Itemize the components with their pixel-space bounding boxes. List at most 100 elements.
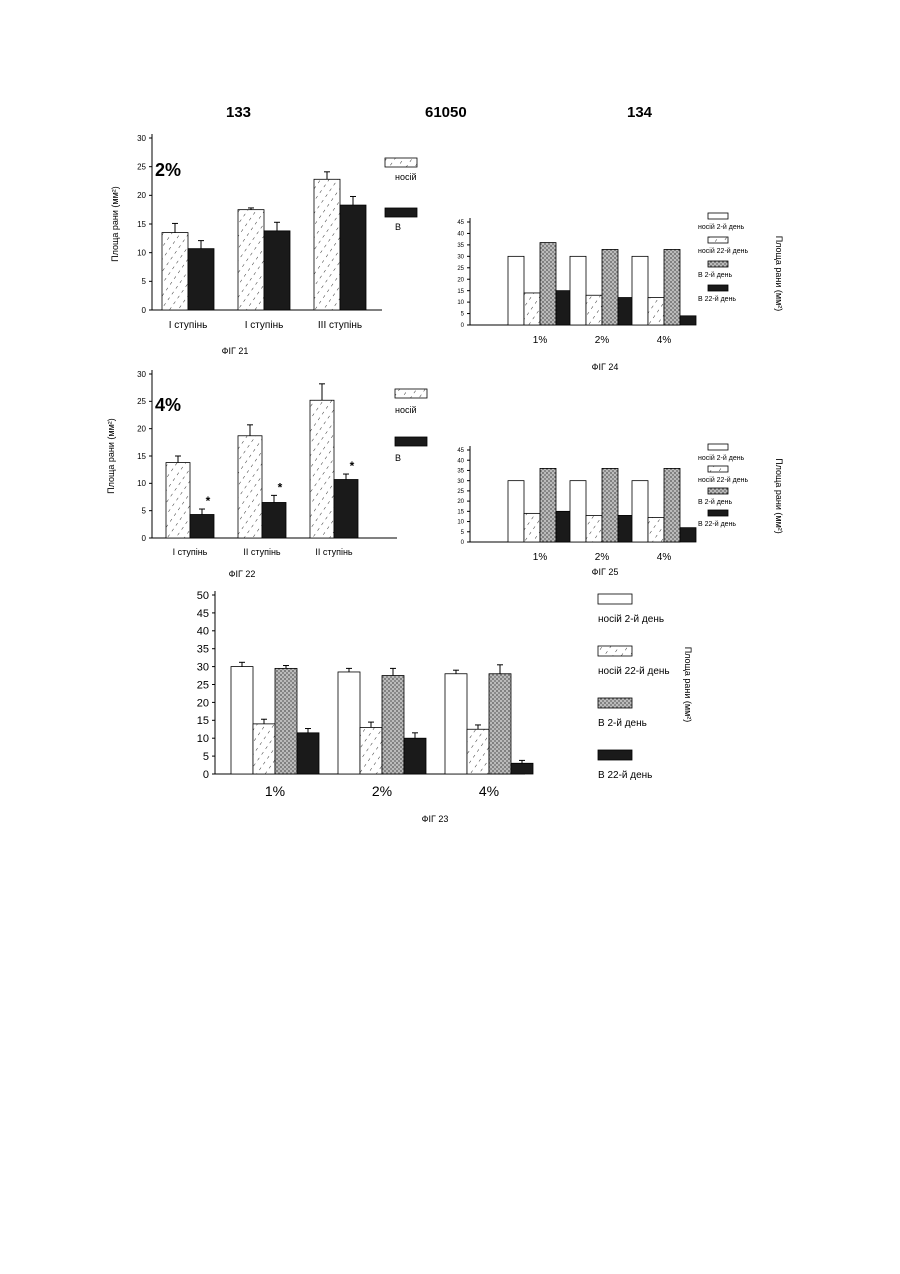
legend-label: носій	[395, 405, 417, 415]
y-tick-label: 20	[137, 424, 146, 433]
y-tick-label: 10	[137, 248, 146, 257]
bar	[253, 724, 275, 774]
bar	[404, 738, 426, 774]
legend-swatch	[708, 488, 728, 494]
legend-label: В	[395, 222, 401, 232]
chart-title: 2%	[155, 160, 181, 180]
y-tick-label: 30	[137, 370, 146, 379]
category-label: 2%	[595, 335, 610, 346]
legend-label: В 2-й день	[598, 718, 647, 729]
bar	[238, 436, 262, 538]
bar	[618, 515, 634, 542]
y-tick-label: 5	[142, 277, 147, 286]
y-tick-label: 15	[457, 289, 464, 295]
bar	[275, 668, 297, 774]
y-tick-label: 5	[461, 312, 465, 318]
legend-label: В	[395, 453, 401, 463]
bar	[508, 481, 524, 542]
bar	[648, 517, 664, 542]
chart-fig23: 051015202530354045501%2%4%Площа рани (мм…	[180, 590, 710, 830]
y-tick-label: 45	[457, 220, 464, 226]
legend-swatch	[395, 389, 427, 398]
y-tick-label: 35	[457, 243, 464, 249]
bar	[238, 210, 264, 310]
bar	[586, 515, 602, 542]
y-tick-label: 25	[137, 397, 146, 406]
y-tick-label: 50	[197, 590, 209, 602]
figure-caption: ФІГ 24	[592, 362, 619, 372]
bar	[680, 316, 696, 325]
legend-swatch	[708, 466, 728, 472]
bar	[338, 672, 360, 774]
bar	[570, 481, 586, 542]
y-tick-label: 25	[457, 266, 464, 272]
legend-label: В 2-й день	[698, 498, 733, 506]
legend-label: носій 22-й день	[698, 247, 748, 255]
significance-marker: *	[206, 494, 211, 508]
bar	[524, 293, 540, 325]
bar	[618, 298, 634, 325]
y-axis-label: Площа рани (мм²)	[774, 236, 784, 312]
y-tick-label: 30	[457, 254, 464, 260]
legend-label: В 2-й день	[698, 271, 733, 279]
y-tick-label: 15	[197, 715, 209, 727]
bar	[188, 249, 214, 310]
bar	[310, 400, 334, 538]
y-tick-label: 0	[461, 540, 465, 546]
y-tick-label: 45	[197, 608, 209, 620]
bar	[680, 528, 696, 542]
bar	[262, 502, 286, 538]
legend-swatch	[708, 510, 728, 516]
chart-fig25: 0510152025303540451%2%4%Площа рани (мм²)…	[450, 440, 795, 580]
legend-swatch	[708, 261, 728, 267]
bar	[231, 667, 253, 774]
legend-swatch	[598, 594, 632, 604]
category-label: 1%	[533, 335, 548, 346]
bar	[508, 256, 524, 325]
bar	[264, 231, 290, 310]
figure-caption: ФІГ 21	[222, 346, 249, 356]
y-tick-label: 40	[457, 458, 464, 464]
category-label: 4%	[657, 552, 672, 563]
y-axis-label: Площа рани (мм²)	[106, 418, 116, 494]
bar	[632, 256, 648, 325]
bar	[360, 727, 382, 774]
bar	[190, 514, 214, 538]
legend-swatch	[598, 698, 632, 708]
legend-swatch	[708, 237, 728, 243]
y-tick-label: 0	[142, 534, 147, 543]
bar	[340, 205, 366, 310]
legend-swatch	[708, 444, 728, 450]
legend-swatch	[708, 213, 728, 219]
y-tick-label: 10	[137, 479, 146, 488]
legend-label: В 22-й день	[698, 295, 736, 303]
y-tick-label: 5	[203, 751, 209, 763]
bar	[570, 256, 586, 325]
y-axis-label: Площа рани (мм²)	[683, 647, 693, 723]
bar	[556, 511, 572, 542]
category-label: 2%	[595, 552, 610, 563]
category-label: 4%	[479, 783, 499, 799]
bar	[648, 298, 664, 325]
category-label: 1%	[533, 552, 548, 563]
bar	[664, 249, 680, 325]
legend-swatch	[598, 750, 632, 760]
legend-swatch	[395, 437, 427, 446]
page-number-left: 133	[226, 104, 251, 121]
bar	[162, 233, 188, 310]
legend-label: В 22-й день	[698, 520, 736, 528]
bar	[511, 763, 533, 774]
y-tick-label: 30	[197, 661, 209, 673]
legend-swatch	[708, 285, 728, 291]
legend-swatch	[385, 208, 417, 217]
y-tick-label: 10	[457, 300, 464, 306]
bar	[489, 674, 511, 774]
y-tick-label: 0	[142, 306, 147, 315]
bar	[467, 729, 489, 774]
bar	[632, 481, 648, 542]
y-tick-label: 20	[197, 697, 209, 709]
y-tick-label: 45	[457, 448, 464, 454]
y-tick-label: 10	[197, 733, 209, 745]
chart-fig21: 051015202530I ступіньI ступіньIII ступін…	[100, 128, 460, 363]
bar	[602, 249, 618, 325]
